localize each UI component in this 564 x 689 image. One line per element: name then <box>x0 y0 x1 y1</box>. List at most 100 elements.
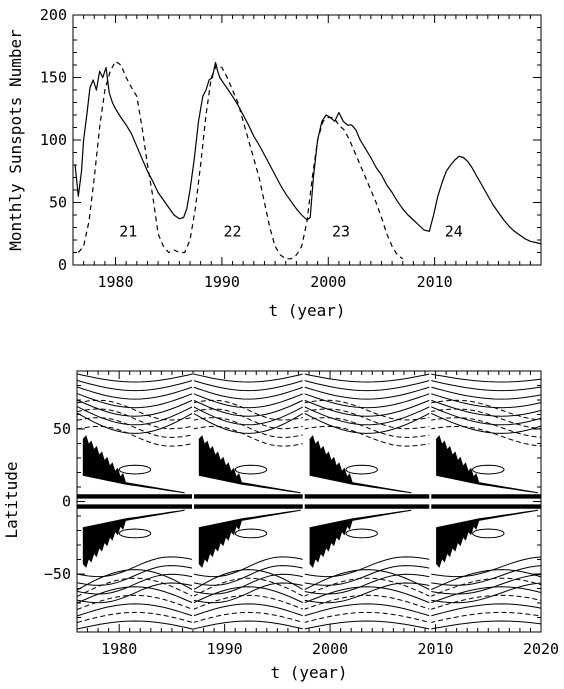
south-mid-contour <box>430 573 541 595</box>
butterfly-diagram: 1980 1990 2000 2010 2020 −50 0 50 t (year) Lati… <box>2 370 559 682</box>
north-mid-dashed-contour <box>77 408 194 430</box>
south-polar-contour <box>192 603 304 617</box>
south-polar-contour <box>303 603 431 617</box>
sunspot-y-axis-label: Monthly Sunspots Number <box>6 29 25 251</box>
south-polar-contour <box>192 569 304 591</box>
inner-loop-contour <box>118 528 152 539</box>
equatorial-band <box>77 494 193 499</box>
south-polar-contour <box>303 611 431 624</box>
cycle-label: 23 <box>332 222 350 240</box>
south-polar-contour <box>303 577 431 597</box>
cycle-label: 22 <box>224 222 242 240</box>
north-polar-contour <box>303 399 431 417</box>
x-tick-label: 1990 <box>204 273 240 291</box>
south-wing <box>436 509 538 568</box>
north-mid-dashed-contour <box>430 408 541 430</box>
inner-loop-contour <box>118 464 152 475</box>
south-mid-contour <box>77 573 194 595</box>
south-mid-contour <box>303 565 431 586</box>
inner-loop-contour <box>234 464 268 475</box>
sunspot-x-axis-label: t (year) <box>268 301 345 320</box>
inner-loop-contour <box>471 464 505 475</box>
x-tick-label: 2000 <box>312 640 348 658</box>
north-polar-contour <box>192 373 304 383</box>
north-mid-dashed-contour <box>77 417 194 438</box>
north-wing <box>436 435 538 494</box>
predicted-sunspot-line <box>77 60 404 260</box>
north-mid-dashed-contour <box>77 399 194 421</box>
cycle-label: 24 <box>445 222 463 240</box>
north-mid-dashed-contour <box>303 399 431 421</box>
north-polar-contour <box>303 386 431 400</box>
south-polar-contour <box>77 620 194 630</box>
south-polar-contour <box>303 569 431 591</box>
y-tick-label: 0 <box>58 256 67 274</box>
north-polar-contour <box>430 412 541 434</box>
north-polar-contour <box>430 399 541 417</box>
x-tick-label: 1980 <box>101 640 137 658</box>
inner-loop-contour <box>345 464 378 475</box>
sunspot-ticks: 1980 1990 2000 2010 0 50 100 150 200 <box>40 6 542 291</box>
south-polar-contour <box>192 586 304 604</box>
butterfly-plot-area <box>77 371 541 632</box>
south-polar-contour <box>430 586 541 604</box>
south-mid-contour <box>430 582 541 604</box>
south-wing <box>309 509 412 568</box>
x-tick-label: 1980 <box>97 273 133 291</box>
north-polar-contour <box>430 393 541 409</box>
north-polar-contour <box>77 373 194 383</box>
south-mid-contour <box>192 565 304 586</box>
south-polar-contour <box>192 577 304 597</box>
south-mid-contour <box>192 573 304 595</box>
south-wing <box>82 509 185 568</box>
south-mid-contour <box>430 556 541 578</box>
south-mid-contour <box>77 582 194 604</box>
sunspot-plot-frame <box>72 14 542 266</box>
south-mid-contour <box>303 582 431 604</box>
north-mid-dashed-contour <box>303 408 431 430</box>
north-polar-contour <box>77 399 194 417</box>
north-mid-dashed-contour <box>192 408 304 430</box>
north-polar-contour <box>77 379 194 392</box>
south-polar-contour <box>192 620 304 630</box>
y-tick-label: 0 <box>62 493 71 511</box>
south-polar-contour <box>303 620 431 630</box>
north-polar-contour <box>192 379 304 392</box>
north-polar-contour <box>430 406 541 426</box>
x-tick-label: 2020 <box>523 640 559 658</box>
south-mid-contour <box>77 556 194 578</box>
north-polar-contour <box>303 373 431 383</box>
equatorial-band <box>77 504 193 509</box>
north-mid-dashed-contour <box>430 399 541 421</box>
south-mid-contour <box>430 565 541 586</box>
x-tick-label: 2000 <box>310 273 346 291</box>
north-mid-dashed-contour <box>77 425 194 447</box>
north-wing <box>309 435 412 494</box>
butterfly-ticks: 1980 1990 2000 2010 2020 −50 0 50 <box>44 370 559 658</box>
butterfly-y-axis-label: Latitude <box>2 461 21 538</box>
south-polar-contour <box>77 586 194 604</box>
x-tick-label: 2010 <box>417 273 453 291</box>
north-polar-contour <box>77 386 194 400</box>
south-mid-contour <box>192 582 304 604</box>
equatorial-band <box>193 494 304 499</box>
south-polar-contour <box>77 569 194 591</box>
south-polar-contour <box>77 611 194 624</box>
equatorial-band <box>430 494 541 499</box>
cycle-number-labels: 21 22 23 24 <box>119 222 463 240</box>
north-polar-contour <box>430 386 541 400</box>
inner-loop-contour <box>345 528 378 539</box>
south-mid-contour <box>303 573 431 595</box>
y-tick-label: 100 <box>40 131 67 149</box>
south-polar-contour <box>77 603 194 617</box>
south-polar-contour <box>430 577 541 597</box>
south-polar-contour <box>303 586 431 604</box>
north-mid-dashed-contour <box>430 417 541 438</box>
south-mid-contour <box>192 556 304 578</box>
north-mid-dashed-contour <box>192 425 304 447</box>
north-polar-contour <box>303 412 431 434</box>
cycle-label: 21 <box>119 222 137 240</box>
south-polar-contour <box>430 611 541 624</box>
y-tick-label: 50 <box>49 194 67 212</box>
